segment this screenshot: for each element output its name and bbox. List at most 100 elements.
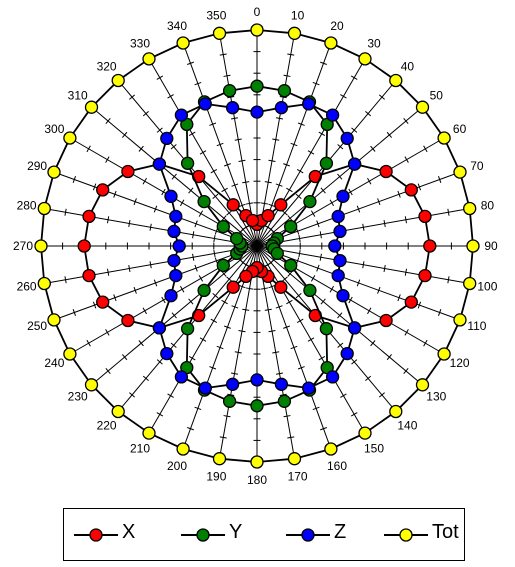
- grid-tick: [423, 339, 428, 347]
- grid-tick: [128, 219, 131, 228]
- grid-tick: [153, 205, 158, 213]
- point-x-60: [379, 164, 393, 179]
- grid-tick: [188, 356, 196, 361]
- point-y-320: [180, 156, 195, 170]
- grid-tick: [340, 393, 347, 398]
- grid-tick: [230, 372, 239, 375]
- point-z-210: [174, 370, 189, 384]
- grid-tick: [340, 94, 347, 99]
- grid-tick: [212, 193, 219, 199]
- point-z-310: [152, 157, 167, 171]
- angle-label-70: 70: [470, 159, 484, 173]
- grid-tick: [404, 329, 409, 336]
- grid-tick: [156, 359, 163, 365]
- grid-tick: [121, 131, 128, 138]
- grid-tick: [187, 61, 194, 65]
- grid-tick: [199, 337, 207, 342]
- grid-tick: [318, 131, 326, 136]
- grid-tick: [337, 342, 344, 348]
- point-y-180: [250, 399, 264, 413]
- grid-tick: [377, 286, 381, 294]
- grid-tick: [129, 94, 136, 100]
- grid-tick: [161, 296, 166, 304]
- grid-tick: [281, 276, 288, 282]
- point-y-0: [250, 79, 264, 93]
- grid-tick: [297, 366, 305, 370]
- point-x-270: [77, 239, 91, 253]
- legend-label-tot: Tot: [432, 521, 459, 543]
- point-tot-150: [358, 426, 372, 440]
- grid-tick: [272, 351, 280, 354]
- point-z-10: [274, 101, 289, 115]
- point-z-250: [169, 268, 183, 283]
- point-z-280: [167, 224, 181, 239]
- grid-tick: [194, 81, 202, 86]
- grid-tick: [260, 202, 269, 205]
- point-z-170: [274, 377, 289, 391]
- point-tot-290: [47, 165, 61, 179]
- grid-tick: [238, 159, 246, 163]
- grid-tick: [92, 183, 97, 191]
- grid-tick: [319, 253, 322, 261]
- grid-tick: [295, 193, 302, 199]
- angle-label-90: 90: [484, 239, 498, 253]
- point-y-350: [222, 84, 237, 98]
- point-z-220: [160, 346, 174, 361]
- grid-tick: [260, 287, 269, 290]
- grid-tick: [320, 187, 326, 194]
- point-tot-310: [84, 100, 99, 114]
- grid-tick: [188, 298, 194, 305]
- point-tot-60: [437, 131, 451, 145]
- angle-label-100: 100: [477, 280, 497, 294]
- grid-tick: [438, 309, 442, 316]
- grid-tick: [86, 339, 91, 347]
- angle-label-200: 200: [167, 459, 187, 473]
- grid-tick: [156, 75, 164, 80]
- grid-tick: [106, 268, 110, 276]
- grid-tick: [133, 286, 137, 294]
- grid-tick: [275, 372, 284, 375]
- point-tot-210: [142, 426, 156, 440]
- point-y-110: [270, 246, 284, 261]
- grid-tick: [72, 176, 76, 183]
- polar-chart: 0 10 20 30 40 50 60 70 80 90 100 110 120 130 140 150 160…: [13, 5, 498, 487]
- grid-tick: [337, 173, 343, 180]
- angle-label-300: 300: [44, 122, 64, 136]
- grid-tick: [167, 393, 174, 398]
- grid-tick: [223, 74, 231, 77]
- grid-tick: [105, 367, 111, 374]
- grid-tick: [283, 163, 291, 167]
- point-tot-190: [212, 452, 227, 466]
- point-tot-130: [415, 378, 430, 392]
- grid-tick: [138, 340, 144, 347]
- grid-tick: [290, 345, 298, 350]
- legend-label-x: X: [122, 521, 136, 543]
- point-tot-120: [437, 347, 451, 361]
- point-y-130: [303, 283, 317, 298]
- grid-tick: [447, 276, 450, 284]
- grid-tick: [318, 356, 326, 361]
- grid-tick: [268, 203, 276, 208]
- grid-tick: [234, 351, 242, 354]
- grid-tick: [329, 285, 335, 293]
- point-z-290: [169, 209, 183, 224]
- legend-marker-tot: [384, 528, 428, 542]
- grid-tick: [320, 61, 327, 65]
- point-x-250: [96, 295, 110, 309]
- grid-tick: [319, 231, 322, 239]
- grid-tick: [105, 329, 110, 336]
- point-y-240: [216, 258, 230, 273]
- grid-tick: [170, 342, 177, 348]
- point-x-150: [274, 280, 288, 294]
- grid-tick: [275, 117, 284, 120]
- grid-tick: [156, 412, 164, 417]
- point-z-60: [336, 189, 350, 203]
- angle-label-0: 0: [254, 5, 261, 19]
- grid-tick: [153, 279, 158, 287]
- grid-tick: [316, 220, 320, 228]
- grid-tick: [337, 312, 343, 319]
- point-tot-280: [37, 201, 51, 216]
- grid-tick: [417, 183, 422, 191]
- grid-tick: [386, 354, 393, 361]
- grid-tick: [238, 284, 246, 289]
